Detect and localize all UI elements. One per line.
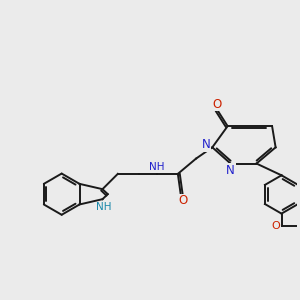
Text: O: O [178,194,188,207]
Text: NH: NH [149,162,165,172]
Text: O: O [212,98,221,111]
Text: N: N [202,139,211,152]
Text: NH: NH [96,202,112,212]
Text: O: O [272,221,280,231]
Text: N: N [226,164,235,176]
